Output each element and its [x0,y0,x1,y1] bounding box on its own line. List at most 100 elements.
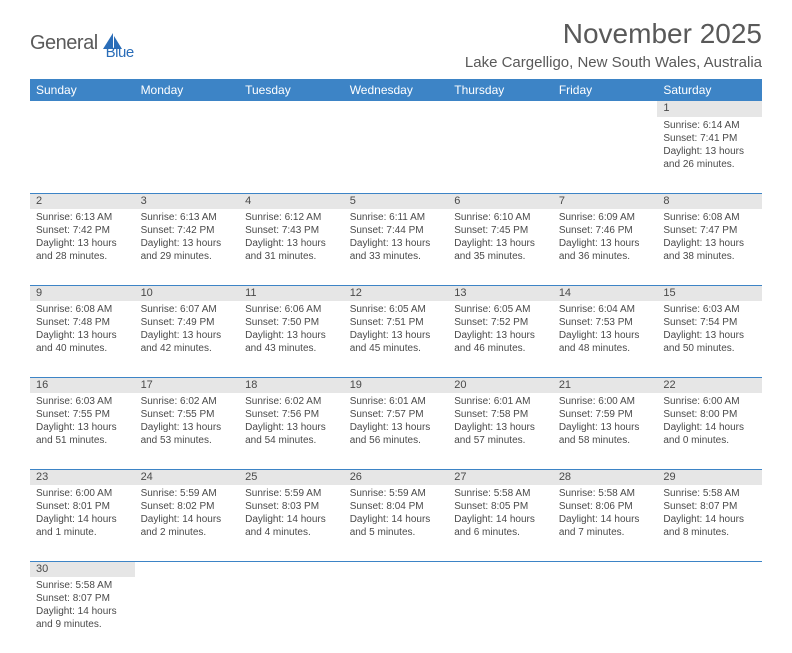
daylight-text-2: and 40 minutes. [36,342,131,355]
daylight-text-1: Daylight: 14 hours [559,513,654,526]
day-content-cell [657,577,762,653]
content-row: Sunrise: 6:08 AMSunset: 7:48 PM Daylight:… [30,301,762,377]
day-content-cell: Sunrise: 6:02 AMSunset: 7:55 PMDaylight:… [135,393,240,469]
sunset-text: Sunset: 7:55 PM [36,408,131,421]
sunrise-text: Sunrise: 6:08 AM [663,211,758,224]
daylight-text-1: Daylight: 13 hours [141,329,236,342]
day-number-cell [553,561,658,577]
sunset-text: Sunset: 7:54 PM [663,316,758,329]
sunrise-text: Sunrise: 5:59 AM [350,487,445,500]
day-number-cell [239,561,344,577]
daylight-text-1: Daylight: 13 hours [454,237,549,250]
daylight-text-1: Daylight: 13 hours [36,237,131,250]
day-content-cell: Sunrise: 6:05 AMSunset: 7:51 PMDaylight:… [344,301,449,377]
day-number-cell: 3 [135,193,240,209]
sunrise-text: Sunrise: 6:10 AM [454,211,549,224]
sunset-text: Sunset: 8:04 PM [350,500,445,513]
daylight-text-2: and 4 minutes. [245,526,340,539]
day-content-cell: Sunrise: 6:00 AMSunset: 7:59 PMDaylight:… [553,393,658,469]
daylight-text-1: Daylight: 13 hours [141,421,236,434]
daylight-text-2: and 53 minutes. [141,434,236,447]
sunrise-text: Sunrise: 6:01 AM [454,395,549,408]
day-content-cell: Sunrise: 5:59 AMSunset: 8:02 PMDaylight:… [135,485,240,561]
day-number-cell: 24 [135,469,240,485]
sunset-text: Sunset: 8:07 PM [36,592,131,605]
sunrise-text: Sunrise: 6:03 AM [663,303,758,316]
daylight-text-2: and 45 minutes. [350,342,445,355]
daylight-text-2: and 2 minutes. [141,526,236,539]
daylight-text-2: and 56 minutes. [350,434,445,447]
sunrise-text: Sunrise: 6:13 AM [36,211,131,224]
day-number-cell: 14 [553,285,658,301]
day-number-cell [448,561,553,577]
sunset-text: Sunset: 8:00 PM [663,408,758,421]
day-content-cell: Sunrise: 6:06 AMSunset: 7:50 PMDaylight:… [239,301,344,377]
daylight-text-2: and 9 minutes. [36,618,131,631]
day-number-cell: 23 [30,469,135,485]
daylight-text-1: Daylight: 14 hours [245,513,340,526]
sunset-text: Sunset: 7:45 PM [454,224,549,237]
day-number-cell [344,101,449,117]
sunset-text: Sunset: 8:01 PM [36,500,131,513]
daylight-text-1: Daylight: 14 hours [663,421,758,434]
daylight-text-1: Daylight: 14 hours [454,513,549,526]
day-number-cell: 21 [553,377,658,393]
day-content-cell: Sunrise: 6:07 AMSunset: 7:49 PMDaylight:… [135,301,240,377]
month-title: November 2025 [465,18,762,50]
logo-text-blue: Blue [106,44,134,61]
day-number-cell: 2 [30,193,135,209]
location: Lake Cargelligo, New South Wales, Austra… [465,54,762,71]
day-content-cell [344,577,449,653]
daylight-text-1: Daylight: 13 hours [350,237,445,250]
daylight-text-2: and 28 minutes. [36,250,131,263]
sunrise-text: Sunrise: 5:58 AM [663,487,758,500]
weekday-monday: Monday [135,79,240,101]
day-content-cell [553,117,658,193]
day-content-cell [135,577,240,653]
day-number-cell: 16 [30,377,135,393]
daylight-text-2: and 1 minute. [36,526,131,539]
sunrise-text: Sunrise: 5:58 AM [454,487,549,500]
day-number-cell: 7 [553,193,658,209]
weekday-tuesday: Tuesday [239,79,344,101]
weekday-thursday: Thursday [448,79,553,101]
sunrise-text: Sunrise: 6:06 AM [245,303,340,316]
day-content-cell: Sunrise: 6:08 AMSunset: 7:47 PMDaylight:… [657,209,762,285]
daylight-text-1: Daylight: 13 hours [36,421,131,434]
day-number-cell: 11 [239,285,344,301]
day-number-cell: 22 [657,377,762,393]
sunset-text: Sunset: 7:56 PM [245,408,340,421]
daylight-text-2: and 35 minutes. [454,250,549,263]
daylight-text-2: and 51 minutes. [36,434,131,447]
sunset-text: Sunset: 7:51 PM [350,316,445,329]
sunrise-text: Sunrise: 6:07 AM [141,303,236,316]
day-number-cell: 12 [344,285,449,301]
sunset-text: Sunset: 7:43 PM [245,224,340,237]
day-content-cell: Sunrise: 6:03 AMSunset: 7:55 PMDaylight:… [30,393,135,469]
sunset-text: Sunset: 7:55 PM [141,408,236,421]
sunrise-text: Sunrise: 6:04 AM [559,303,654,316]
sunset-text: Sunset: 7:58 PM [454,408,549,421]
daylight-text-2: and 38 minutes. [663,250,758,263]
weekday-header-row: Sunday Monday Tuesday Wednesday Thursday… [30,79,762,101]
sunset-text: Sunset: 7:47 PM [663,224,758,237]
day-number-cell: 8 [657,193,762,209]
daylight-text-2: and 36 minutes. [559,250,654,263]
daylight-text-1: Daylight: 13 hours [454,329,549,342]
daylight-text-1: Daylight: 13 hours [245,329,340,342]
day-content-cell: Sunrise: 5:58 AMSunset: 8:07 PMDaylight:… [657,485,762,561]
sunset-text: Sunset: 7:48 PM [36,316,131,329]
sunset-text: Sunset: 7:41 PM [663,132,758,145]
day-number-cell: 4 [239,193,344,209]
daylight-text-1: Daylight: 14 hours [663,513,758,526]
day-number-cell: 18 [239,377,344,393]
calendar-table: Sunday Monday Tuesday Wednesday Thursday… [30,79,762,653]
day-number-cell [135,561,240,577]
sunrise-text: Sunrise: 6:00 AM [559,395,654,408]
daylight-text-1: Daylight: 13 hours [141,237,236,250]
logo: General Blue [30,26,134,61]
sunrise-text: Sunrise: 6:08 AM [36,303,131,316]
day-content-cell [30,117,135,193]
sunrise-text: Sunrise: 6:11 AM [350,211,445,224]
daylight-text-1: Daylight: 13 hours [245,237,340,250]
